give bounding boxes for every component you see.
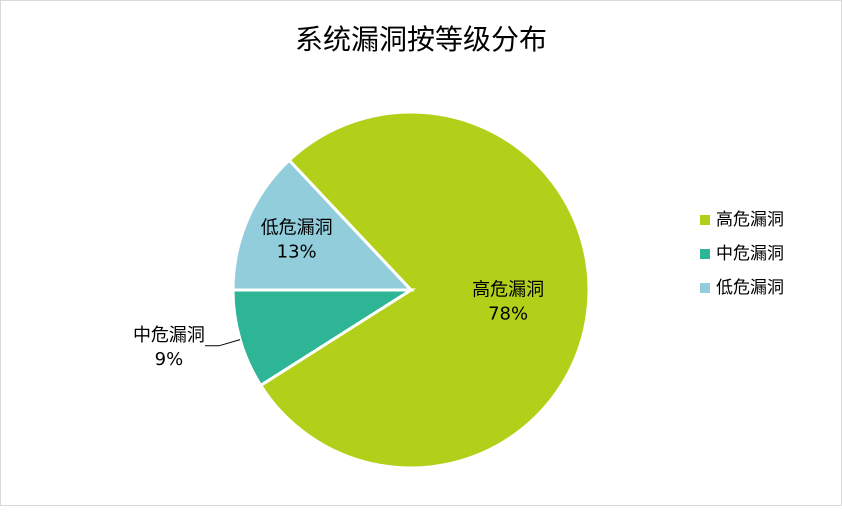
data-label-name: 高危漏洞 [472, 279, 544, 300]
data-label-name: 中危漏洞 [133, 325, 205, 346]
legend-swatch [700, 215, 710, 225]
legend-swatch [700, 283, 710, 293]
pie-slice [258, 110, 591, 470]
chart-title: 系统漏洞按等级分布 [295, 23, 547, 56]
legend-label: 低危漏洞 [716, 278, 784, 298]
data-label-value: 13% [277, 242, 317, 263]
data-label-value: 78% [488, 303, 528, 324]
leader-line [204, 339, 241, 347]
data-label-name: 低危漏洞 [261, 218, 333, 239]
legend-label: 高危漏洞 [716, 210, 784, 230]
pie-slice [231, 158, 415, 292]
legend-swatch [700, 249, 710, 259]
pie-slice [231, 288, 417, 388]
legend-label: 中危漏洞 [716, 244, 784, 264]
data-label-value: 9% [155, 349, 184, 370]
